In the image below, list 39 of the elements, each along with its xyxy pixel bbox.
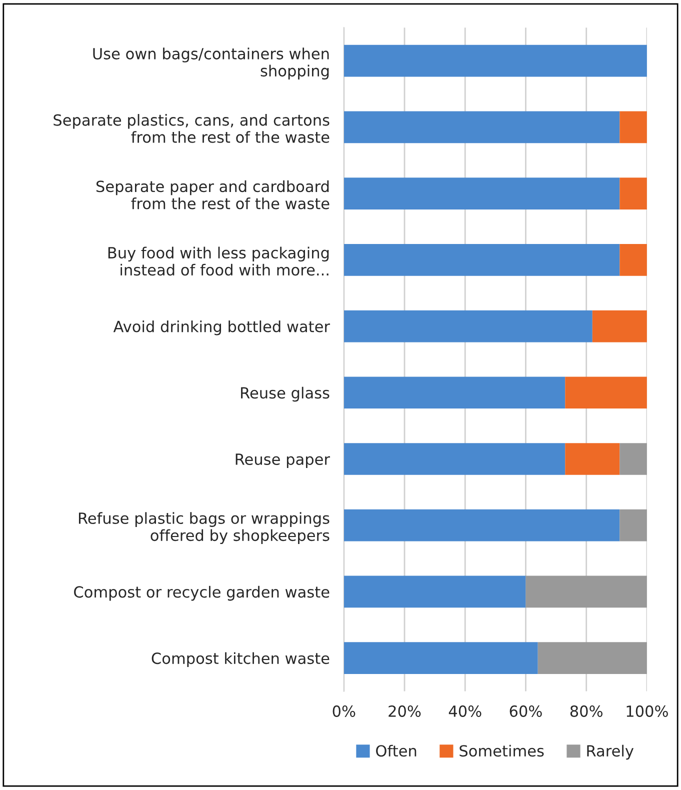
legend-label: Sometimes [460, 744, 544, 757]
bar [344, 111, 620, 144]
y-tick-label: Separate plastics, cans, and cartons from the rest of the waste [54, 114, 330, 143]
x-tick-label: 0% [332, 705, 356, 717]
legend-label: Rarely [587, 744, 634, 760]
y-tick-label: Compost kitchen waste [152, 652, 330, 668]
x-tick-label: 80% [570, 705, 602, 717]
bar [620, 443, 647, 475]
y-tick-label: Use own bags/containers when shopping [93, 48, 329, 80]
bar [565, 443, 620, 475]
bar [344, 642, 538, 674]
x-tick-label: 40% [448, 705, 482, 717]
legend-label: Often [376, 744, 416, 757]
x-tick-label: 100% [626, 705, 668, 717]
bar [344, 178, 620, 210]
bar [620, 509, 647, 542]
bar [344, 44, 647, 77]
bar [344, 576, 526, 608]
y-tick-label: Buy food with less packaging instead of food with more... [108, 246, 329, 276]
bar [344, 443, 566, 475]
y-tick-label: Avoid drinking bottled water [113, 320, 330, 336]
bar [592, 310, 647, 342]
bar [620, 178, 647, 210]
bar [344, 310, 592, 342]
bar [565, 376, 647, 409]
bar [344, 376, 566, 409]
y-tick-label: Refuse plastic bags or wrappings offered by shopkeepers [78, 512, 330, 544]
x-tick-label: 20% [388, 705, 421, 717]
y-tick-label: Reuse paper [236, 454, 330, 468]
bar [620, 111, 647, 144]
y-tick-label: Compost or recycle garden waste [74, 586, 330, 601]
y-tick-label: Separate paper and cardboard from the rest of the waste [96, 180, 330, 210]
bar [344, 244, 620, 276]
bar [344, 509, 620, 542]
y-tick-label: Reuse glass [241, 386, 330, 402]
bar [538, 642, 647, 674]
bar [526, 576, 647, 608]
bar [620, 244, 647, 276]
x-tick-label: 60% [510, 705, 542, 717]
